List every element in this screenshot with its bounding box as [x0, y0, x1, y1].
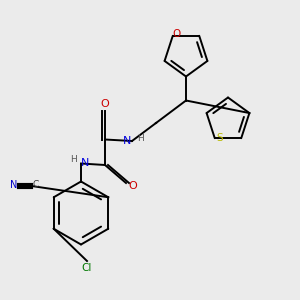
Text: H: H: [70, 155, 77, 164]
Text: N: N: [80, 158, 89, 169]
Text: C: C: [32, 180, 38, 189]
Text: H: H: [137, 134, 144, 143]
Text: O: O: [128, 181, 137, 191]
Text: Cl: Cl: [82, 262, 92, 273]
Text: O: O: [172, 29, 181, 39]
Text: S: S: [216, 133, 223, 143]
Text: O: O: [100, 99, 109, 110]
Text: N: N: [11, 179, 18, 190]
Text: N: N: [123, 136, 132, 146]
